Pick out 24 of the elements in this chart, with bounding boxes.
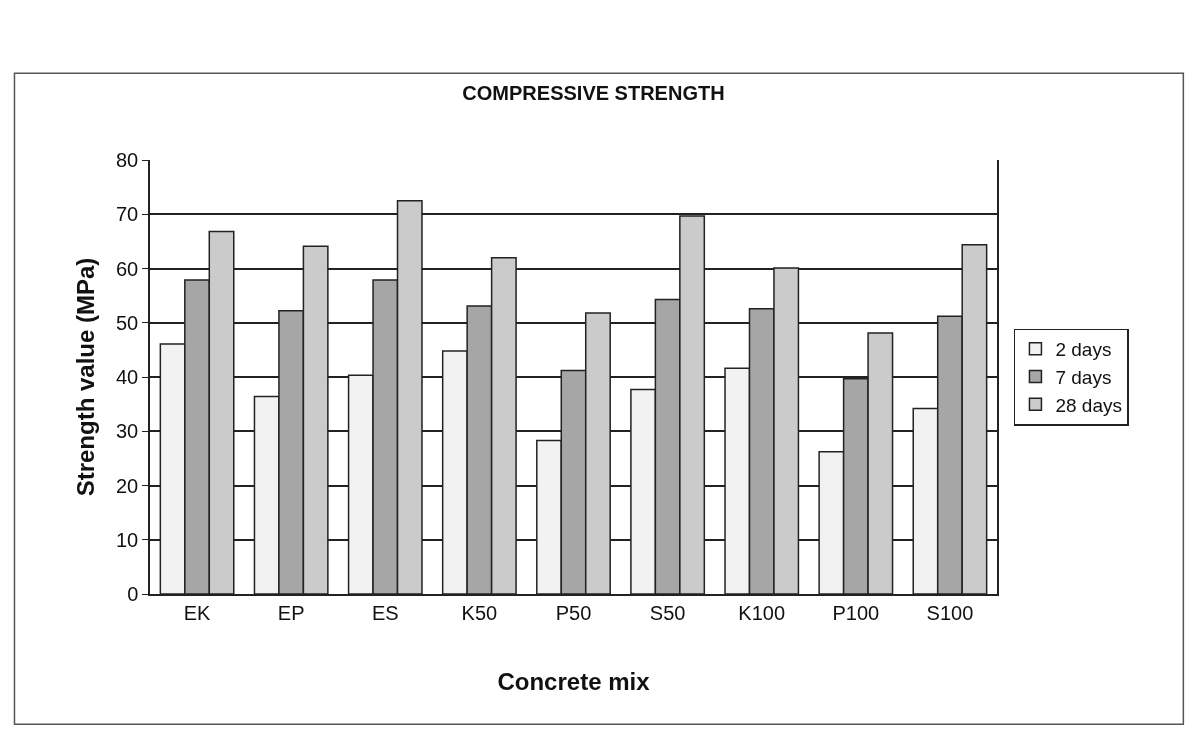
- legend-label: 2 days: [1055, 339, 1112, 361]
- x-tick-label: K100: [738, 601, 786, 624]
- y-tick-label: 40: [116, 366, 139, 388]
- y-tick-label: 60: [116, 257, 139, 280]
- x-tick-label: ES: [371, 601, 399, 624]
- x-axis-title: Concrete mix: [497, 667, 651, 695]
- x-tick-label: EK: [183, 601, 212, 624]
- y-tick-label: 50: [116, 311, 139, 334]
- y-tick-label: 70: [116, 203, 139, 226]
- legend-label: 28 days: [1055, 394, 1122, 416]
- x-tick-label: K50: [461, 601, 498, 624]
- x-tick-label: S50: [649, 601, 686, 624]
- y-axis-title: Strength value (MPa): [71, 257, 99, 497]
- y-tick-label: 0: [127, 583, 139, 605]
- x-tick-label: S100: [926, 601, 974, 624]
- x-tick-label: EP: [277, 601, 305, 624]
- y-tick-label: 30: [116, 420, 139, 443]
- y-tick-label: 10: [116, 528, 139, 551]
- y-tick-label: 80: [116, 149, 139, 171]
- x-tick-label: P50: [555, 601, 592, 624]
- chart-title: COMPRESSIVE STRENGTH: [462, 82, 725, 104]
- y-tick-label: 20: [116, 474, 139, 497]
- x-tick-label: P100: [832, 601, 880, 624]
- legend-label: 7 days: [1055, 366, 1112, 388]
